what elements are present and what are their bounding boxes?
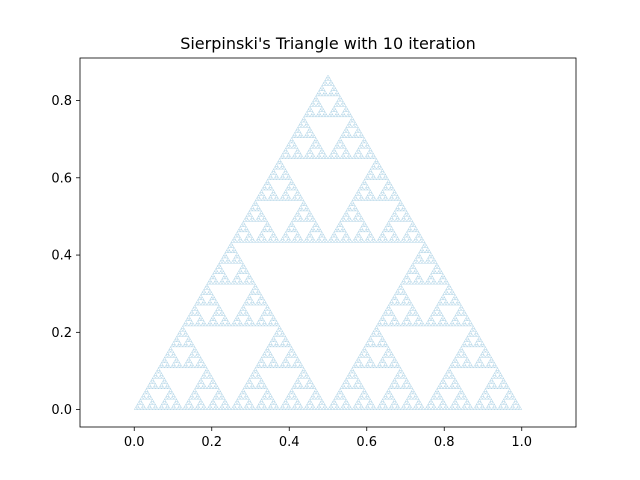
plot-area <box>133 74 523 410</box>
chart-title: Sierpinski's Triangle with 10 iteration <box>180 34 476 53</box>
axes-frame <box>79 57 577 428</box>
x-tick-label: 0.6 <box>356 435 377 450</box>
x-tick-label: 0.0 <box>124 435 145 450</box>
x-tick-label: 0.4 <box>279 435 300 450</box>
x-tick-label: 0.8 <box>434 435 455 450</box>
y-tick-label: 0.0 <box>51 403 72 418</box>
y-axis: 0.0 0.2 0.4 0.6 0.8 <box>51 94 80 418</box>
y-tick-label: 0.2 <box>51 326 72 341</box>
sierpinski-triangle-series <box>133 74 523 410</box>
x-tick-label: 1.0 <box>511 435 532 450</box>
y-tick-label: 0.4 <box>51 249 72 264</box>
x-tick-label: 0.2 <box>201 435 222 450</box>
y-tick-label: 0.8 <box>51 94 72 109</box>
y-tick-label: 0.6 <box>51 171 72 186</box>
x-axis: 0.0 0.2 0.4 0.6 0.8 1.0 <box>124 427 532 450</box>
